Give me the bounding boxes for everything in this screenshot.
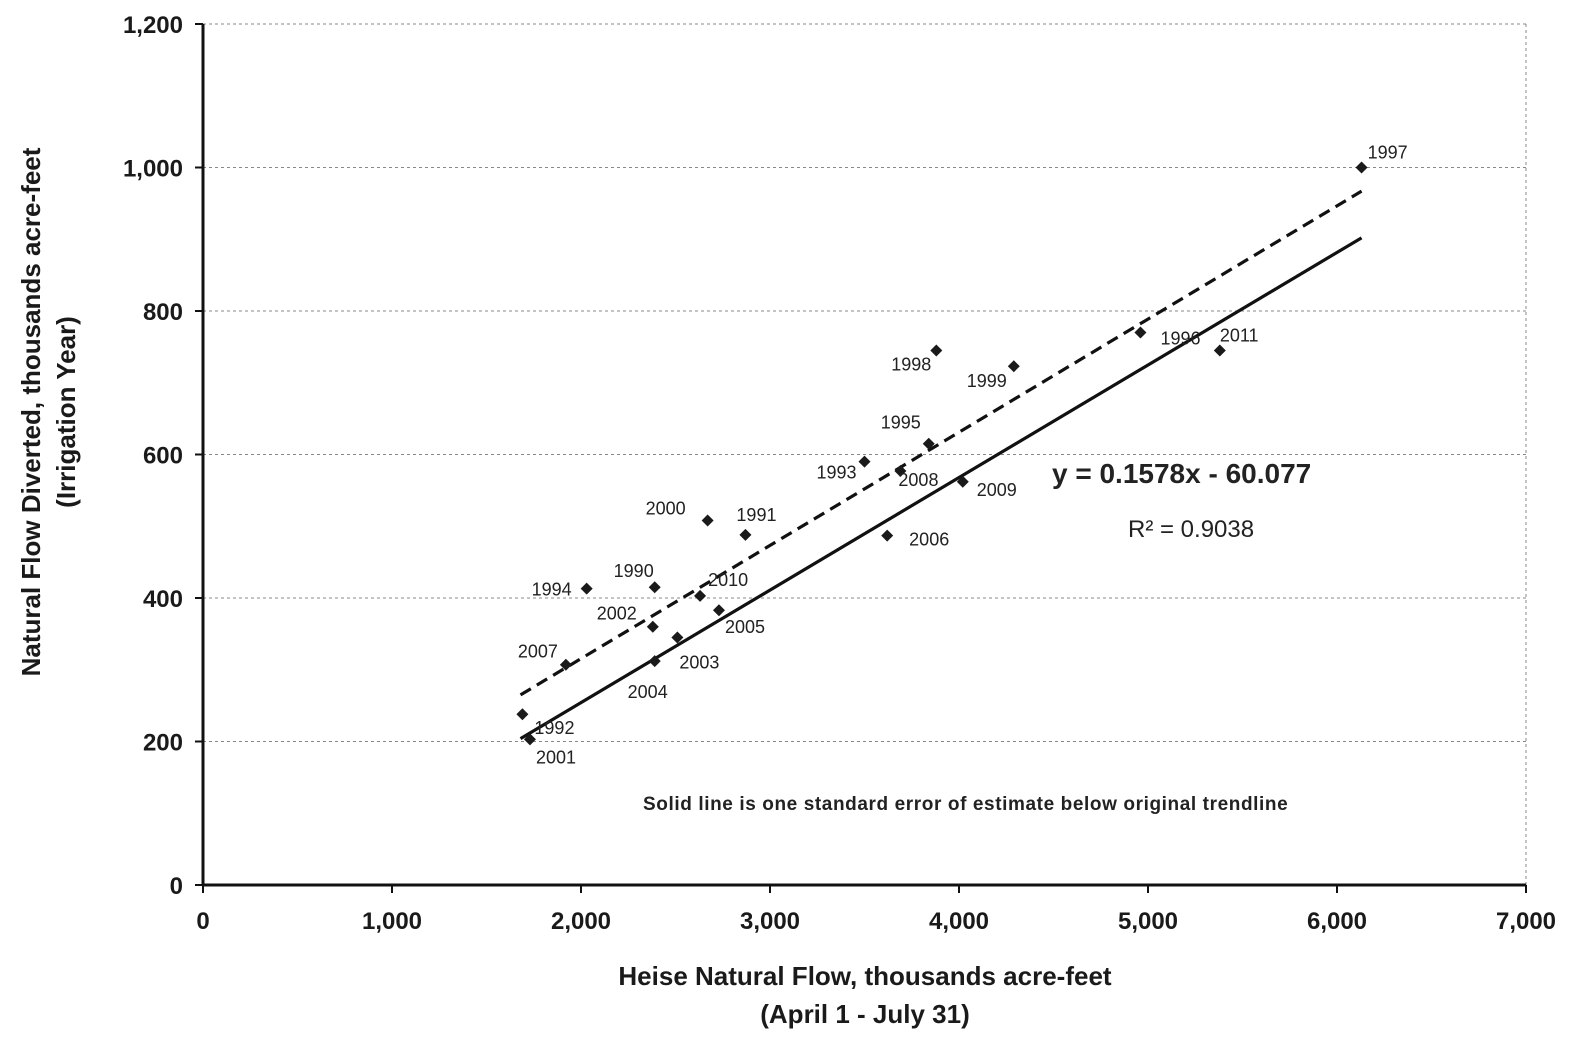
point-label: 2006 [909, 530, 949, 550]
data-point [922, 437, 935, 450]
y-tick-label: 1,200 [123, 12, 183, 39]
y-tick-label: 1,000 [123, 156, 183, 183]
trendline-dashed [519, 189, 1363, 697]
data-points [516, 161, 1368, 746]
point-label: 1996 [1160, 329, 1200, 349]
x-tick-label: 0 [196, 908, 209, 935]
point-label: 1990 [614, 561, 654, 581]
data-point [671, 631, 684, 644]
gridlines [203, 23, 1527, 885]
point-label: 2004 [628, 682, 668, 702]
y-axis-title: Natural Flow Diverted, thousands acre-fe… [16, 147, 46, 676]
x-tick-label: 4,000 [929, 908, 989, 935]
data-point [1134, 326, 1147, 339]
data-point [648, 581, 661, 594]
point-label: 1991 [736, 505, 776, 525]
point-label: 2008 [898, 470, 938, 490]
point-label: 1992 [534, 718, 574, 738]
point-label: 1998 [891, 354, 931, 374]
point-label: 1995 [881, 413, 921, 433]
data-point [956, 475, 969, 488]
x-tick-label: 3,000 [740, 908, 800, 935]
x-tick-label: 5,000 [1118, 908, 1178, 935]
trendline-solid [519, 236, 1363, 741]
y-tick-label: 800 [143, 299, 183, 326]
y-tick-label: 600 [143, 443, 183, 470]
data-point [694, 589, 707, 602]
data-point [930, 344, 943, 357]
trendlines [519, 189, 1363, 741]
data-point [580, 582, 593, 595]
point-labels: 1997 1996 2011 1998 1999 1995 1993 2008 2009 2000… [518, 143, 1408, 768]
data-point [712, 604, 725, 617]
data-point [646, 620, 659, 633]
point-label: 2007 [518, 642, 558, 662]
data-point [739, 528, 752, 541]
chart-note: Solid line is one standard error of esti… [643, 794, 1288, 815]
y-tick-label: 0 [170, 873, 183, 900]
x-tick-label: 6,000 [1307, 908, 1367, 935]
x-axis-ticks: 0 1,000 2,000 3,000 4,000 5,000 6,000 7,000 [196, 885, 1556, 935]
point-label: 2000 [646, 499, 686, 519]
point-label: 1997 [1368, 143, 1408, 163]
data-point [881, 529, 894, 542]
point-label: 1994 [532, 580, 572, 600]
x-tick-label: 1,000 [362, 908, 422, 935]
data-point [858, 455, 871, 468]
data-point [648, 655, 661, 668]
y-axis-ticks: 0 200 400 600 800 1,000 1,200 [123, 12, 203, 900]
point-label: 2005 [725, 617, 765, 637]
x-axis-title: Heise Natural Flow, thousands acre-feet [618, 961, 1112, 991]
x-tick-label: 2,000 [551, 908, 611, 935]
point-label: 1993 [816, 463, 856, 483]
data-point [1007, 360, 1020, 373]
point-label: 2009 [977, 480, 1017, 500]
data-point [1355, 161, 1368, 174]
point-label: 2002 [597, 604, 637, 624]
trendline-equation: y = 0.1578x - 60.077 [1052, 458, 1311, 489]
point-label: 2001 [536, 747, 576, 767]
data-point [1213, 344, 1226, 357]
data-point [516, 708, 529, 721]
point-label: 2003 [679, 652, 719, 672]
x-tick-label: 7,000 [1496, 908, 1556, 935]
point-label: 2011 [1220, 325, 1259, 345]
data-point [701, 514, 714, 527]
x-axis-subtitle: (April 1 - July 31) [760, 999, 970, 1029]
point-label: 2010 [708, 570, 748, 590]
y-tick-label: 400 [143, 586, 183, 613]
point-label: 1999 [967, 371, 1007, 391]
data-point [523, 733, 536, 746]
y-tick-label: 200 [143, 730, 183, 757]
y-axis-subtitle: (Irrigation Year) [51, 316, 81, 508]
r-squared-label: R² = 0.9038 [1128, 516, 1254, 543]
data-point [894, 465, 907, 478]
data-point [559, 658, 572, 671]
